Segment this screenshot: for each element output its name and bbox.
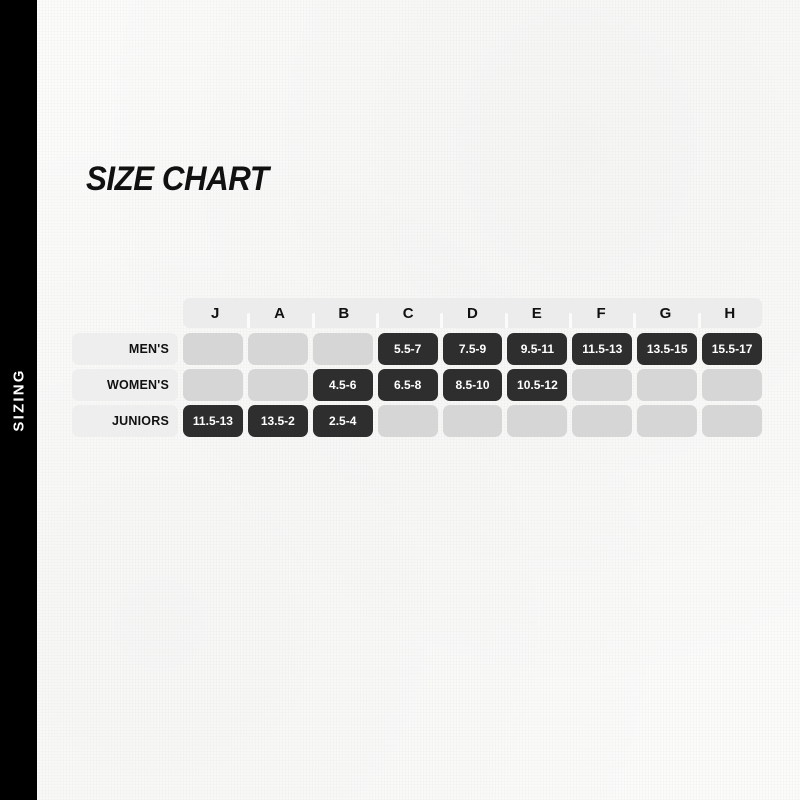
- header-corner-spacer: [72, 298, 178, 328]
- cell-womens-e: 10.5-12: [507, 369, 568, 401]
- column-header-d: D: [440, 298, 504, 328]
- cell-juniors-g: [637, 405, 698, 437]
- cell-juniors-d: [442, 405, 503, 437]
- cell-juniors-a: 13.5-2: [247, 405, 308, 437]
- page-title: SIZE CHART: [86, 160, 269, 198]
- cell-mens-e: 9.5-11: [507, 333, 568, 365]
- table-row: WOMEN'S 4.5-6 6.5-8 8.5-10 10.5-12: [72, 369, 763, 401]
- cell-juniors-b: 2.5-4: [312, 405, 373, 437]
- cell-womens-f: [572, 369, 633, 401]
- cell-mens-f: 11.5-13: [572, 333, 633, 365]
- table-row: MEN'S 5.5-7 7.5-9 9.5-11 11.5-13 13.5-15…: [72, 333, 763, 365]
- column-header-g: G: [633, 298, 697, 328]
- cell-mens-j: [183, 333, 243, 365]
- cell-juniors-c: [377, 405, 438, 437]
- row-label-mens: MEN'S: [72, 333, 178, 365]
- cell-mens-c: 5.5-7: [377, 333, 438, 365]
- column-header-c: C: [375, 298, 440, 328]
- row-label-womens: WOMEN'S: [72, 369, 178, 401]
- cell-womens-d: 8.5-10: [442, 369, 503, 401]
- column-header-j: J: [210, 304, 220, 322]
- sidebar-label: SIZING: [10, 368, 27, 432]
- row-label-juniors: JUNIORS: [72, 405, 178, 437]
- cell-womens-c: 6.5-8: [377, 369, 438, 401]
- row-cells-womens: 4.5-6 6.5-8 8.5-10 10.5-12: [183, 369, 763, 401]
- column-header-strip: J A B C D E F G H: [183, 298, 762, 328]
- cell-womens-b: 4.5-6: [312, 369, 373, 401]
- cell-womens-h: [702, 369, 763, 401]
- cell-womens-g: [637, 369, 698, 401]
- cell-womens-a: [247, 369, 308, 401]
- size-chart-table: J A B C D E F G H MEN'S 5.5-7 7.5-9 9.5-…: [72, 298, 763, 437]
- cell-juniors-f: [572, 405, 633, 437]
- column-header-a: A: [247, 298, 311, 328]
- cell-womens-j: [183, 369, 243, 401]
- cell-mens-h: 15.5-17: [702, 333, 763, 365]
- cell-mens-g: 13.5-15: [637, 333, 698, 365]
- cell-mens-a: [247, 333, 308, 365]
- cell-juniors-j: 11.5-13: [183, 405, 243, 437]
- size-chart-header-row: J A B C D E F G H: [72, 298, 762, 328]
- sidebar-spine: SIZING: [0, 0, 37, 800]
- table-row: JUNIORS 11.5-13 13.5-2 2.5-4: [72, 405, 763, 437]
- row-cells-mens: 5.5-7 7.5-9 9.5-11 11.5-13 13.5-15 15.5-…: [183, 333, 763, 365]
- column-header-b: B: [311, 298, 376, 328]
- cell-mens-d: 7.5-9: [442, 333, 503, 365]
- cell-juniors-e: [507, 405, 568, 437]
- cell-mens-b: [312, 333, 373, 365]
- row-cells-juniors: 11.5-13 13.5-2 2.5-4: [183, 405, 763, 437]
- cell-juniors-h: [702, 405, 763, 437]
- column-header-h: H: [697, 298, 762, 328]
- column-header-e: E: [504, 298, 569, 328]
- column-header-f: F: [568, 298, 633, 328]
